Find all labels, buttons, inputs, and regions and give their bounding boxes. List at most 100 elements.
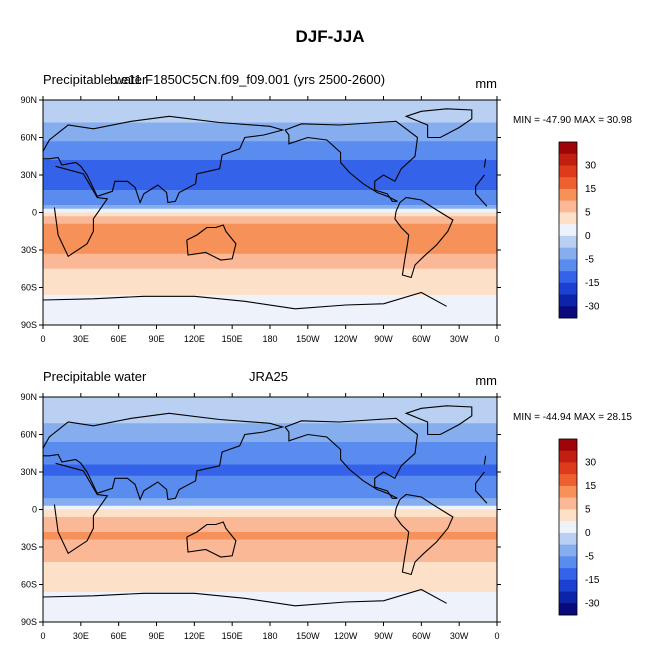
lat-band bbox=[43, 126, 497, 131]
lat-band bbox=[43, 231, 497, 236]
x-tick-label: 60E bbox=[111, 334, 127, 344]
lat-band bbox=[43, 573, 497, 578]
coastline bbox=[475, 186, 488, 207]
colorbar: 30 15 5 0 -5 -15 -30 bbox=[558, 438, 600, 616]
lat-band bbox=[43, 438, 497, 443]
colorbar-swatch bbox=[559, 271, 577, 284]
x-tick-label: 60W bbox=[412, 334, 431, 344]
lat-band bbox=[43, 487, 497, 492]
lat-band bbox=[43, 261, 497, 266]
x-tick-label: 0 bbox=[40, 631, 45, 641]
y-tick-label: 90S bbox=[21, 320, 37, 330]
lat-band bbox=[43, 201, 497, 206]
lat-band bbox=[43, 295, 497, 300]
y-tick-label: 60N bbox=[20, 430, 37, 440]
coastline bbox=[43, 588, 447, 607]
lat-band bbox=[43, 250, 497, 255]
x-tick-label: 120W bbox=[334, 631, 358, 641]
colorbar: 30 15 5 0 -5 -15 -30 bbox=[558, 141, 600, 319]
colorbar-swatch bbox=[559, 532, 577, 545]
lat-band bbox=[43, 306, 497, 311]
lat-band bbox=[43, 272, 497, 277]
lat-band bbox=[43, 610, 497, 616]
lat-band bbox=[43, 208, 497, 214]
lat-band bbox=[43, 156, 497, 161]
lat-band bbox=[43, 475, 497, 481]
lat-band bbox=[43, 280, 497, 285]
x-tick-label: 30E bbox=[73, 631, 89, 641]
colorbar-label: -5 bbox=[585, 254, 594, 265]
lat-band bbox=[43, 321, 497, 325]
x-tick-label: 30W bbox=[450, 334, 469, 344]
lat-band bbox=[43, 400, 497, 406]
lat-band bbox=[43, 317, 497, 322]
lat-band bbox=[43, 509, 497, 514]
lat-band bbox=[43, 223, 497, 229]
lat-band bbox=[43, 103, 497, 109]
colorbar-swatch bbox=[559, 153, 577, 166]
x-tick-label: 120W bbox=[334, 334, 358, 344]
lat-band bbox=[43, 607, 497, 612]
x-tick-label: 180 bbox=[262, 631, 277, 641]
lat-band bbox=[43, 171, 497, 176]
lat-band bbox=[43, 618, 497, 622]
colorbar-label: -15 bbox=[585, 575, 600, 586]
coastline bbox=[404, 108, 473, 139]
colorbar-swatch bbox=[559, 485, 577, 498]
colorbar-swatch bbox=[559, 224, 577, 237]
x-tick-label: 150E bbox=[222, 334, 243, 344]
y-axis-ticks: 90N 60N 30N 0 30S 60S 90S bbox=[20, 392, 501, 627]
coastline bbox=[186, 521, 237, 558]
x-axis-ticks: 0 30E 60E 90E 120E 150E 180 150W 120W 90W 60W 30W 0 bbox=[40, 96, 500, 344]
lat-band bbox=[43, 235, 497, 240]
coastline bbox=[284, 120, 419, 202]
coastline bbox=[394, 196, 454, 279]
lat-band bbox=[43, 588, 497, 593]
x-tick-label: 150W bbox=[296, 334, 320, 344]
lat-band bbox=[43, 412, 497, 417]
colorbar-swatch bbox=[559, 462, 577, 475]
lat-band bbox=[43, 216, 497, 221]
lat-band bbox=[43, 595, 497, 601]
lat-band bbox=[43, 419, 497, 424]
colorbar-swatch bbox=[559, 591, 577, 604]
x-tick-label: 60W bbox=[412, 631, 431, 641]
x-tick-label: 0 bbox=[494, 334, 499, 344]
lat-band bbox=[43, 130, 497, 135]
coastline bbox=[483, 158, 487, 168]
x-tick-label: 150W bbox=[296, 631, 320, 641]
lat-band bbox=[43, 614, 497, 619]
lat-band bbox=[43, 397, 497, 402]
lat-band bbox=[43, 539, 497, 544]
lat-band bbox=[43, 186, 497, 191]
colorbar-label: 30 bbox=[585, 457, 597, 468]
lat-band bbox=[43, 163, 497, 169]
lat-band bbox=[43, 577, 497, 582]
lat-band bbox=[43, 442, 497, 447]
x-tick-label: 30E bbox=[73, 334, 89, 344]
lat-band bbox=[43, 494, 497, 499]
y-tick-label: 90N bbox=[20, 95, 37, 105]
panel-model: Precipitable water b.e11.F1850C5CN.f09_f… bbox=[20, 72, 632, 344]
coastline bbox=[43, 412, 285, 502]
lat-band bbox=[43, 182, 497, 187]
colorbar-swatch bbox=[559, 544, 577, 557]
colorbar-swatch bbox=[559, 177, 577, 190]
colorbar-swatch bbox=[559, 142, 577, 155]
x-tick-label: 120E bbox=[184, 631, 205, 641]
lat-band bbox=[43, 502, 497, 507]
y-tick-label: 30N bbox=[20, 467, 37, 477]
x-tick-label: 150E bbox=[222, 631, 243, 641]
lat-band bbox=[43, 167, 497, 172]
lat-band bbox=[43, 220, 497, 225]
x-tick-label: 120E bbox=[184, 334, 205, 344]
x-axis-ticks: 0 30E 60E 90E 120E 150E 180 150W 120W 90W 60W 30W 0 bbox=[40, 393, 500, 641]
lat-band bbox=[43, 550, 497, 556]
lat-band bbox=[43, 107, 497, 112]
lat-band bbox=[43, 178, 497, 184]
lat-band bbox=[43, 547, 497, 552]
lat-band bbox=[43, 197, 497, 202]
lat-band bbox=[43, 205, 497, 210]
lat-band bbox=[43, 464, 497, 469]
colorbar-swatch bbox=[559, 259, 577, 272]
